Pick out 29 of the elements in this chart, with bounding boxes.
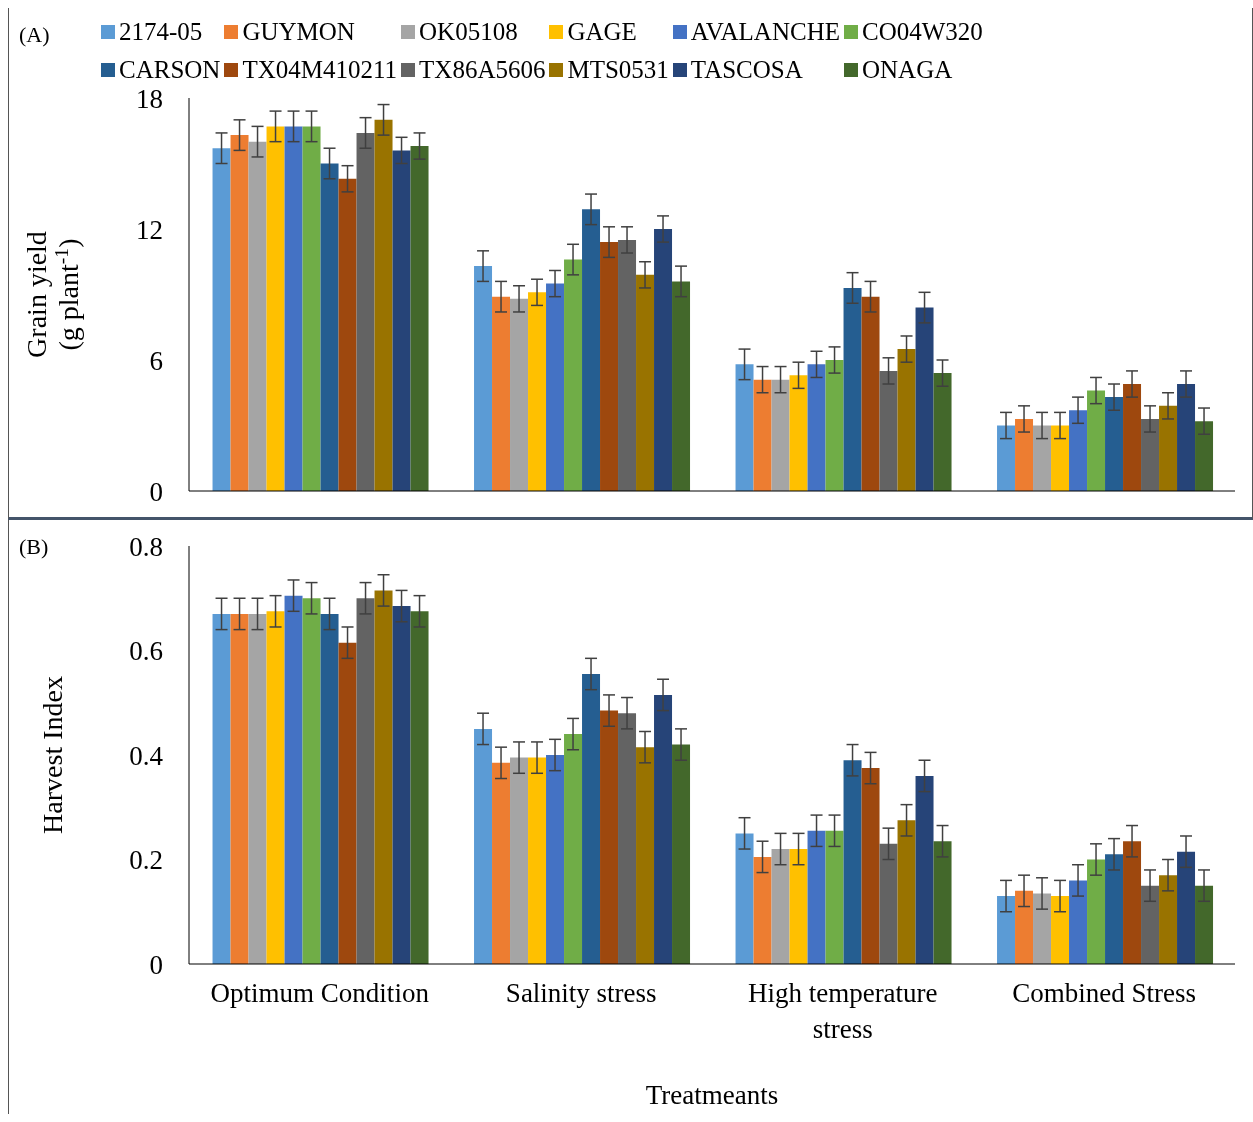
y-tick-label: 0 (149, 476, 163, 507)
y-tick-label: 12 (136, 214, 163, 245)
y-tick-label: 0.4 (129, 740, 164, 771)
x-tick-label: Salinity stress (505, 978, 657, 1008)
legend-label: MTS0531 (567, 56, 669, 84)
legend-label: ONAGA (861, 56, 953, 84)
legend-label: TASCOSA (690, 56, 803, 84)
y-tick-label: 6 (149, 345, 163, 376)
y-tick-label: 18 (136, 83, 163, 114)
legend-label: GAGE (567, 18, 637, 46)
x-tick-label: Combined Stress (1012, 978, 1197, 1008)
legend-label: OK05108 (419, 18, 518, 46)
y-axis-title: Harvest Index (37, 676, 68, 834)
legend-label: 2174-05 (119, 18, 203, 46)
y-tick-label: 0 (149, 949, 163, 980)
legend-label: GUYMON (242, 18, 355, 46)
legend-label: CARSON (119, 56, 221, 84)
y-tick-label: 0.2 (129, 845, 163, 876)
x-axis-title: Treatmeants (645, 1080, 779, 1110)
y-tick-label: 0.6 (129, 636, 163, 667)
legend-label: TX86A5606 (419, 56, 546, 84)
text: (B) (19, 534, 49, 560)
x-tick-label: High temperature stress (747, 978, 938, 1044)
y-tick-label: 0.8 (129, 531, 163, 562)
legend-label: CO04W320 (861, 18, 983, 46)
legend-label: AVALANCHE (690, 18, 840, 46)
text: (A) (19, 22, 50, 48)
x-tick-label: Optimum Condition (210, 978, 430, 1008)
legend-label: TX04M410211 (242, 56, 398, 84)
